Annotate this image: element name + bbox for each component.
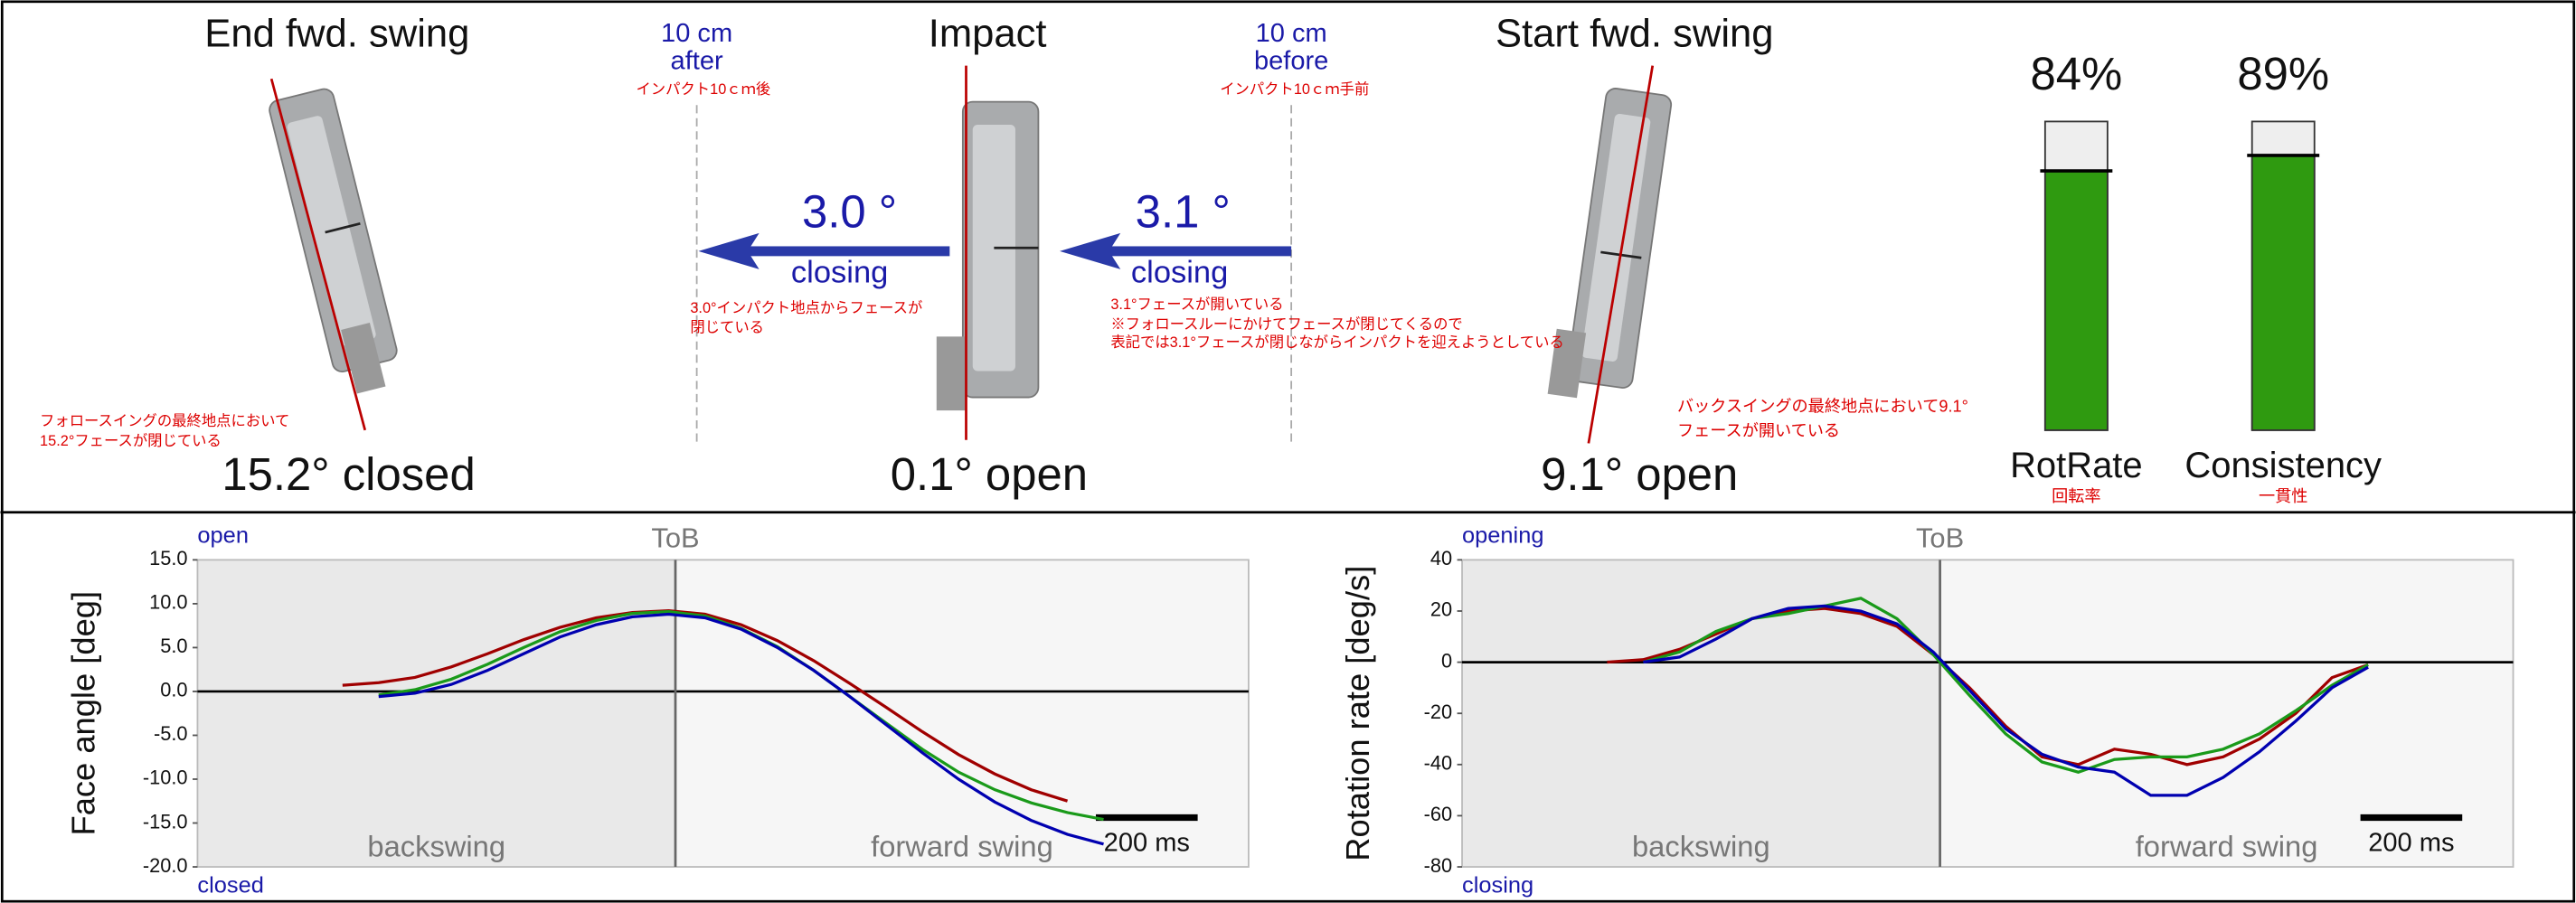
y-tick-label: -80 <box>1424 854 1452 877</box>
region <box>1462 560 1940 868</box>
marker-label: ToB <box>1916 522 1964 554</box>
distance: 10 cm <box>661 19 732 48</box>
distance-word: after <box>671 47 723 76</box>
note: ※フォロースルーにかけてフェースが閉じてくるので <box>1110 316 1462 333</box>
top-label: open <box>197 523 249 549</box>
y-axis-label: Rotation rate [deg/s] <box>1339 566 1376 861</box>
putter-start <box>1547 88 1673 399</box>
value: 15.2° closed <box>222 448 475 500</box>
y-tick-label: 15.0 <box>149 547 187 569</box>
marker-label: ToB <box>651 522 699 554</box>
line <box>1643 604 2369 797</box>
y-tick-label: -20 <box>1424 701 1452 723</box>
y-tick-label: 20 <box>1430 598 1452 621</box>
y-tick-label: 10.0 <box>149 591 187 614</box>
line <box>342 609 1069 803</box>
bottom-label: closed <box>197 873 263 898</box>
note: 3.0°インパクト地点からフェースが <box>690 300 922 316</box>
value-label: 89% <box>2237 48 2329 99</box>
value: 0.1° open <box>891 448 1088 500</box>
angle: 3.0 ° <box>802 185 897 237</box>
scale-label: 200 ms <box>1104 828 1190 857</box>
y-tick-label: -15.0 <box>143 810 188 832</box>
scale-label: 200 ms <box>2368 828 2454 857</box>
line <box>378 612 1104 846</box>
y-tick-label: -10.0 <box>143 767 188 789</box>
title: Impact <box>929 12 1047 55</box>
category-label: Consistency <box>2184 446 2382 485</box>
bottom-label: closing <box>1462 873 1533 898</box>
distance-word: before <box>1254 47 1328 76</box>
y-tick-label: -60 <box>1424 803 1452 825</box>
region-label: forward swing <box>871 830 1053 863</box>
y-tick-label: -5.0 <box>154 722 188 745</box>
title: Start fwd. swing <box>1496 12 1774 55</box>
category-note: 一貫性 <box>2259 487 2307 505</box>
y-tick-label: 0.0 <box>160 679 187 701</box>
angle: 3.1 ° <box>1136 185 1231 237</box>
region <box>197 560 675 868</box>
note: 3.1°フェースが開いている <box>1110 296 1283 313</box>
putter-impact <box>936 100 1040 411</box>
y-tick-label: 40 <box>1430 547 1452 569</box>
value: 9.1° open <box>1541 448 1738 500</box>
note: バックスイングの最終地点において9.1° <box>1677 397 1968 415</box>
bar <box>2250 155 2316 431</box>
value-label: 84% <box>2030 48 2122 99</box>
putter-end <box>269 88 398 394</box>
plot-frame <box>196 559 1250 868</box>
y-axis-label: Face angle [deg] <box>65 591 102 836</box>
note: フェースが開いている <box>1677 422 1840 440</box>
line <box>1642 597 2369 774</box>
top-label: opening <box>1462 523 1543 549</box>
y-tick-label: 5.0 <box>160 635 187 657</box>
note: インパクト10ｃｍ手前 <box>1220 81 1369 98</box>
region-label: backswing <box>1632 830 1770 863</box>
note: 表記では3.1°フェースが閉じながらインパクトを迎えようとしている <box>1110 334 1563 351</box>
y-tick-label: -20.0 <box>143 854 188 877</box>
face-line <box>1587 65 1655 444</box>
y-tick-label: -40 <box>1424 752 1452 775</box>
direction: closing <box>1131 255 1228 289</box>
title: End fwd. swing <box>204 12 469 55</box>
y-tick-label: 0 <box>1441 649 1452 672</box>
direction: closing <box>791 255 888 289</box>
region-label: forward swing <box>2136 830 2318 863</box>
arrow <box>1060 232 1292 269</box>
distance: 10 cm <box>1256 19 1327 48</box>
bar <box>2043 170 2109 431</box>
arrow <box>698 232 950 269</box>
note: 15.2°フェースが閉じている <box>40 433 222 449</box>
region-label: backswing <box>367 830 505 863</box>
category-label: RotRate <box>2010 446 2143 485</box>
category-note: 回転率 <box>2052 487 2100 505</box>
note: インパクト10ｃｍ後 <box>636 81 770 98</box>
face-line <box>269 78 367 431</box>
note: フォロースイングの最終地点において <box>40 413 289 429</box>
note: 閉じている <box>690 320 764 336</box>
